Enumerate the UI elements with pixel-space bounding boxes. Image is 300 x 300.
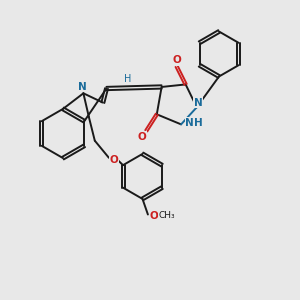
Text: N: N: [194, 98, 203, 108]
Text: O: O: [149, 211, 158, 221]
Text: O: O: [172, 56, 181, 65]
Text: N: N: [185, 118, 194, 128]
Text: O: O: [137, 132, 146, 142]
Text: H: H: [124, 74, 131, 84]
Text: H: H: [194, 118, 203, 128]
Text: O: O: [110, 154, 119, 165]
Text: CH₃: CH₃: [158, 212, 175, 220]
Text: N: N: [77, 82, 86, 92]
